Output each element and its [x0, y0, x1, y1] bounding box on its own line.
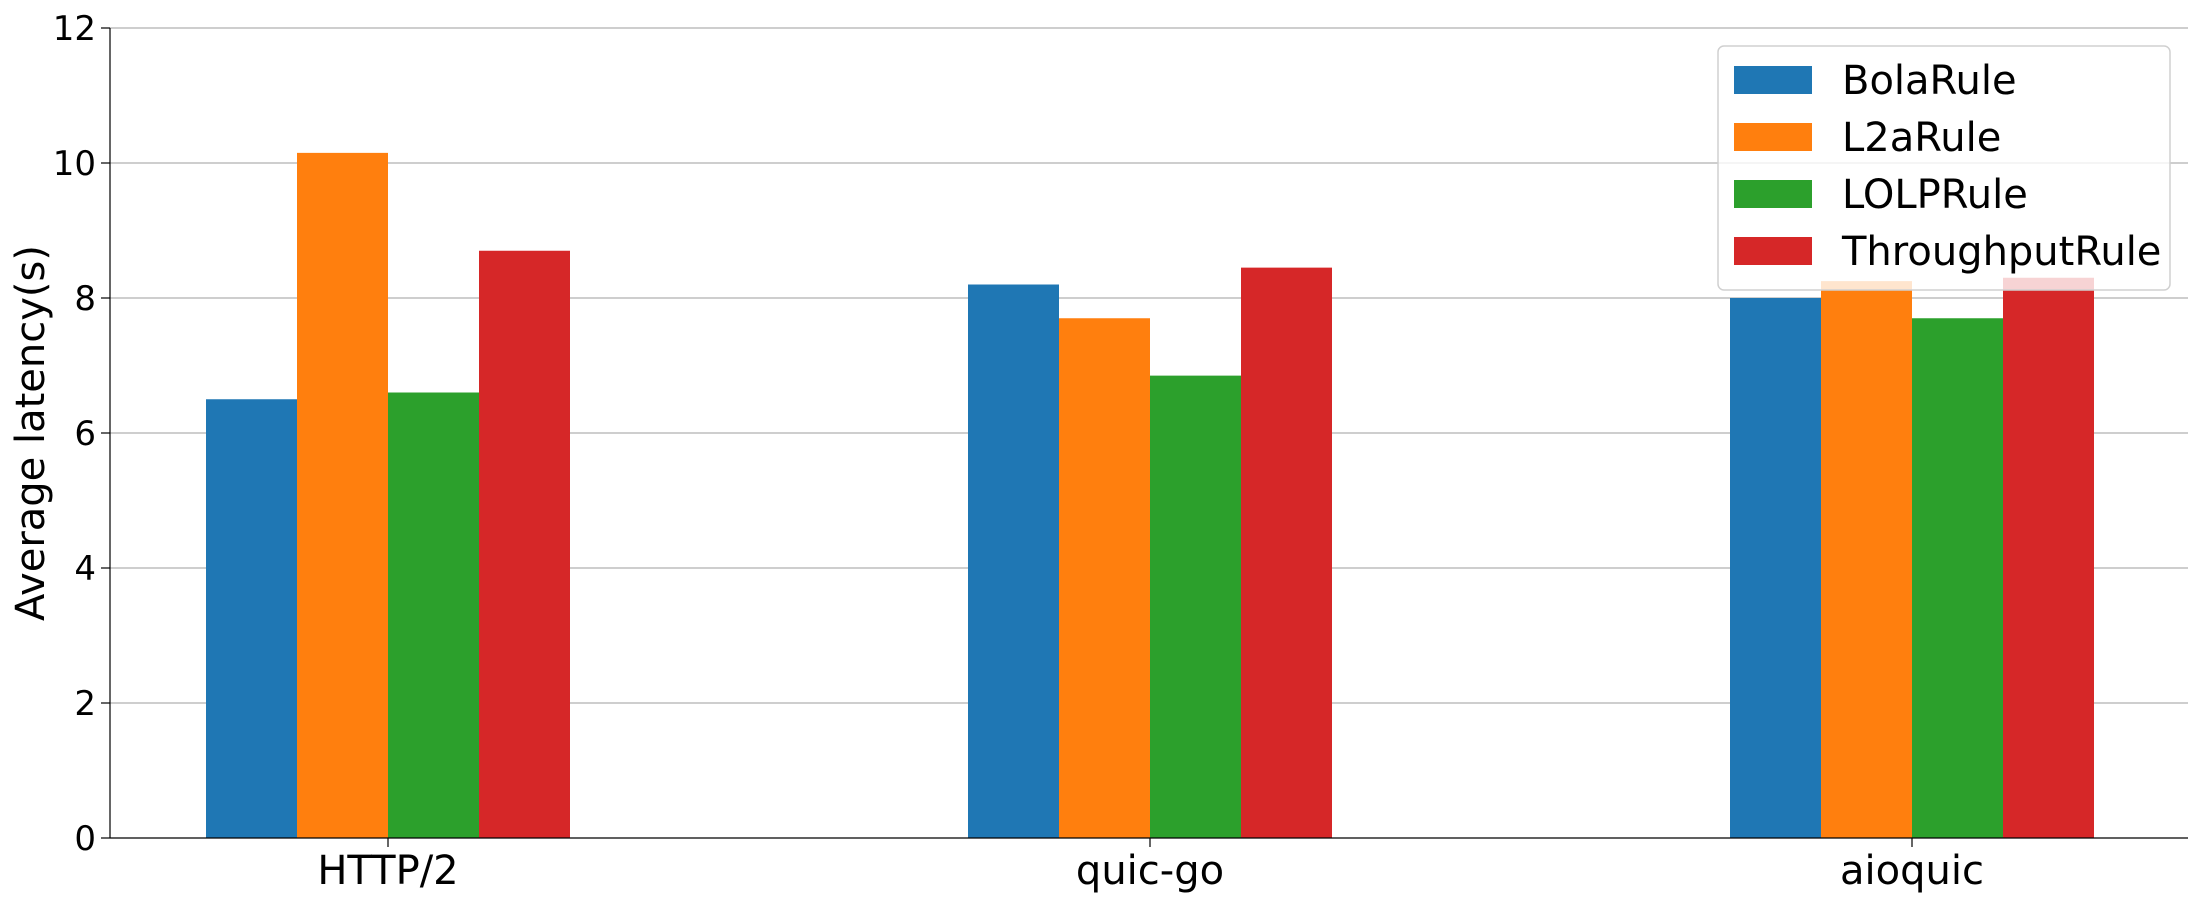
bar-l2arule-aioquic	[1821, 281, 1912, 838]
bar-throughputrule-aioquic	[2003, 277, 2094, 838]
y-tick-label: 6	[74, 414, 96, 454]
y-tick-label: 2	[74, 684, 96, 724]
y-ticks: 0 2 4 6 8 10 12	[53, 9, 110, 859]
y-tick-label: 8	[74, 279, 96, 319]
bars	[206, 152, 2094, 838]
bar-l2arule-quic-go	[1059, 318, 1150, 838]
x-ticks: HTTP/2 quic-go aioquic	[317, 838, 1984, 894]
y-tick-label: 12	[53, 9, 96, 49]
bar-bolarule-aioquic	[1730, 298, 1821, 838]
x-tick-label: aioquic	[1840, 848, 1984, 894]
bar-lolprule-http-2	[388, 392, 479, 838]
legend-label-lolprule: LOLPRule	[1842, 172, 2028, 218]
legend-swatch-lolprule	[1734, 180, 1812, 208]
bar-bolarule-quic-go	[968, 284, 1059, 838]
legend-label-l2arule: L2aRule	[1842, 115, 2001, 161]
bar-throughputrule-quic-go	[1241, 267, 1332, 838]
legend: BolaRule L2aRule LOLPRule ThroughputRule	[1717, 45, 2171, 291]
x-tick-label: quic-go	[1076, 848, 1224, 894]
y-tick-label: 4	[74, 549, 96, 589]
x-tick-label: HTTP/2	[317, 848, 458, 894]
y-axis-label: Average latency(s)	[8, 245, 54, 621]
legend-box	[1717, 45, 2171, 291]
y-tick-label: 10	[53, 144, 96, 184]
legend-swatch-l2arule	[1734, 123, 1812, 151]
bar-l2arule-http-2	[297, 152, 388, 838]
y-tick-label: 0	[74, 819, 96, 859]
legend-swatch-bolarule	[1734, 66, 1812, 94]
bar-bolarule-http-2	[206, 399, 297, 838]
bar-throughputrule-http-2	[479, 250, 570, 838]
legend-swatch-throughputrule	[1734, 237, 1812, 265]
legend-label-throughputrule: ThroughputRule	[1841, 229, 2161, 275]
bar-lolprule-aioquic	[1912, 318, 2003, 838]
legend-label-bolarule: BolaRule	[1842, 58, 2017, 104]
bar-lolprule-quic-go	[1150, 375, 1241, 838]
